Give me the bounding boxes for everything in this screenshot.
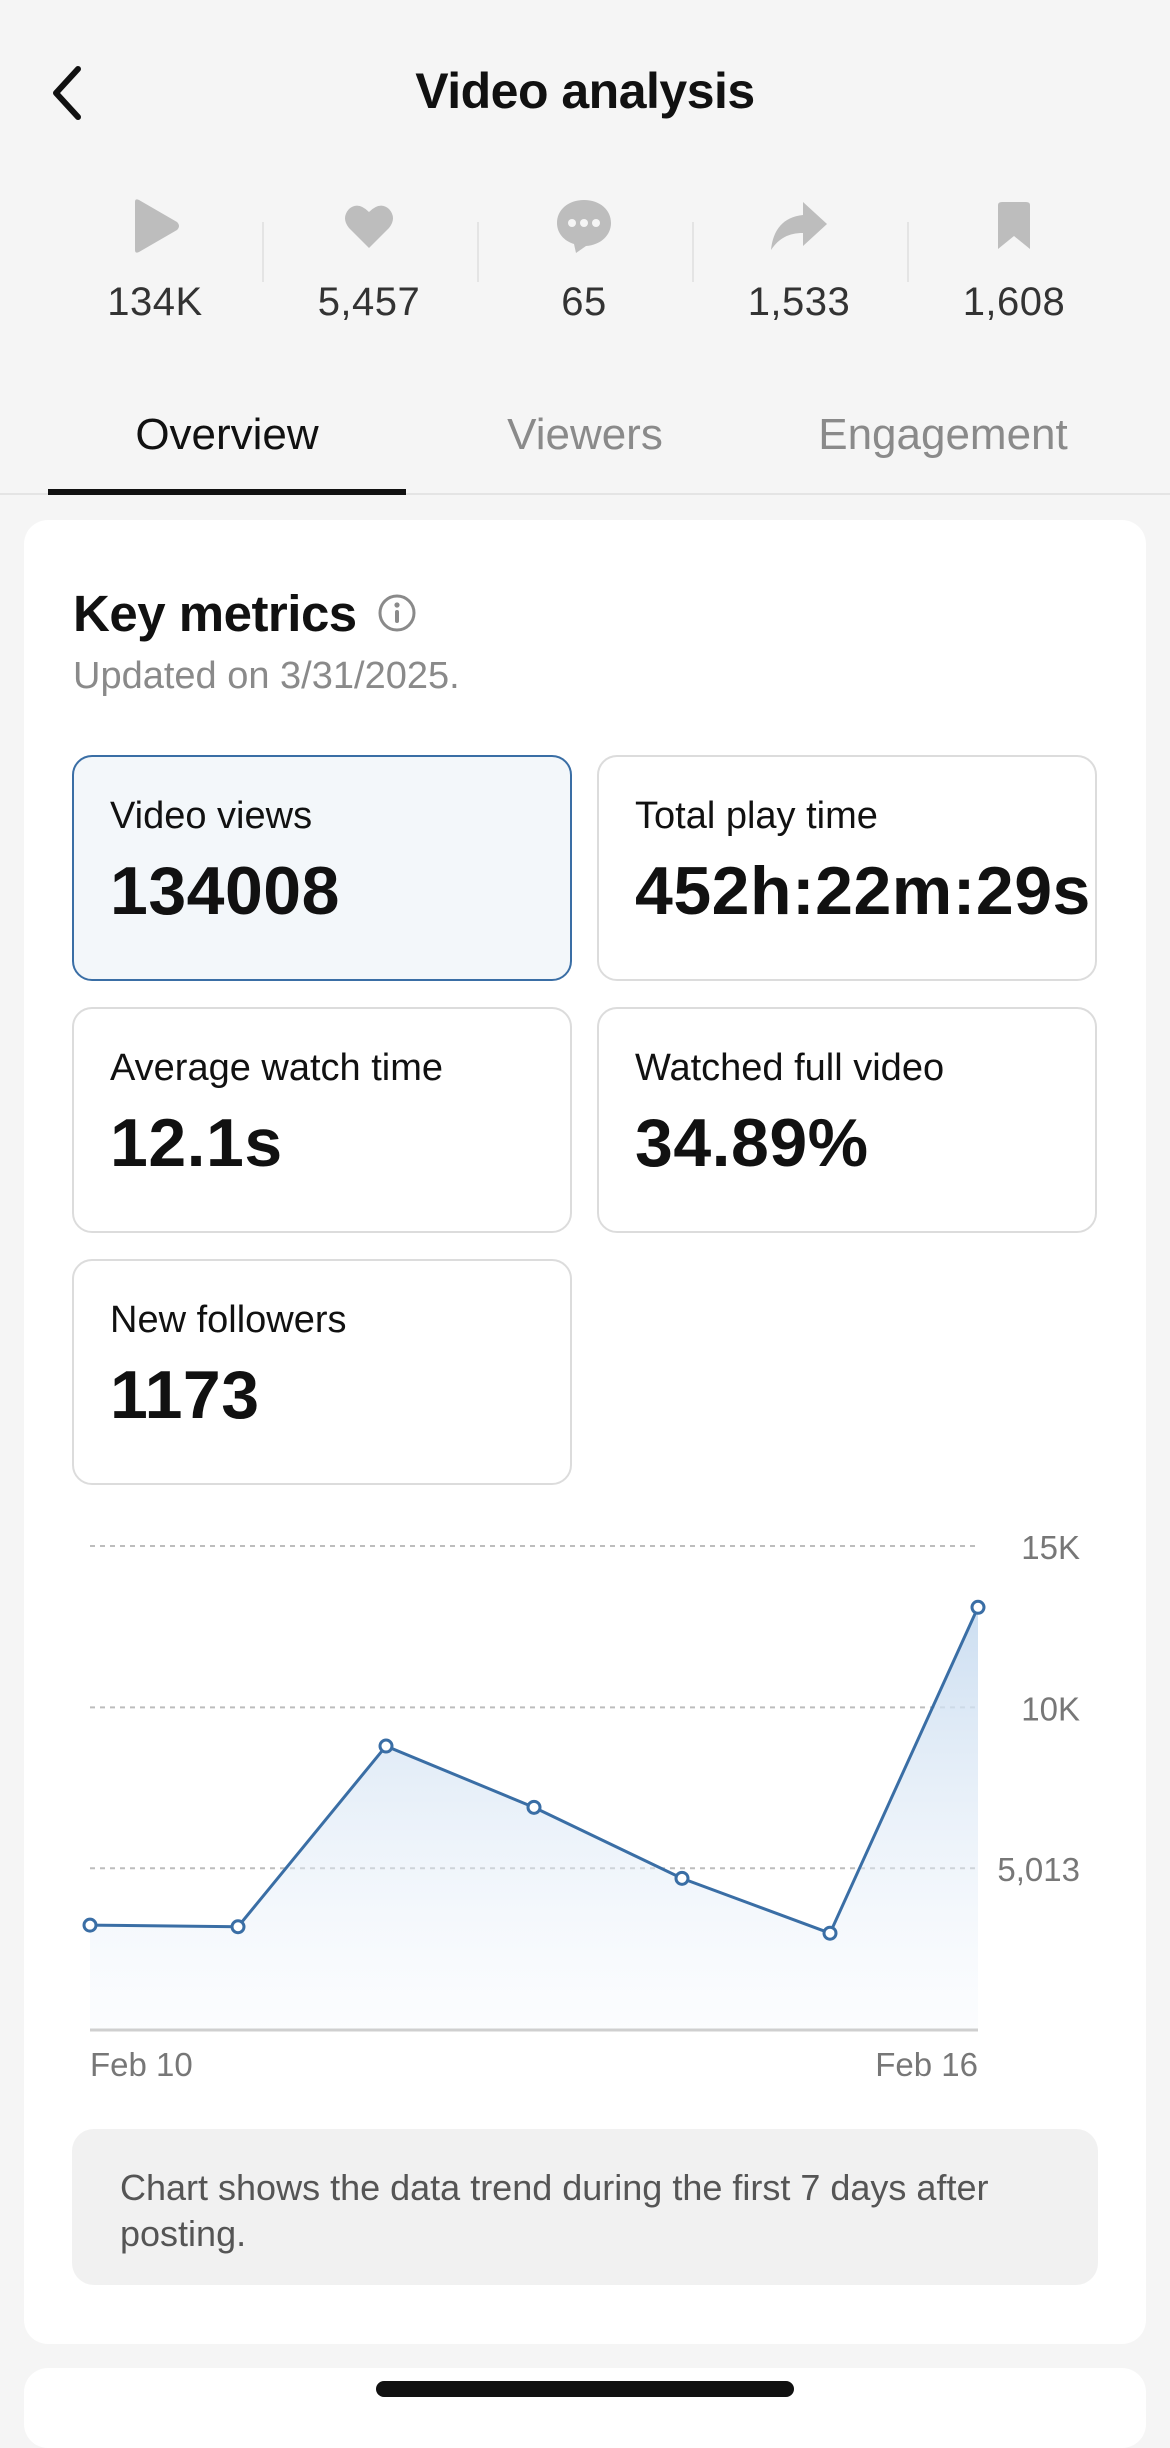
divider (262, 222, 264, 282)
bookmark-icon (998, 202, 1030, 249)
stat-plays: 134K (55, 190, 255, 350)
data-point (230, 1919, 246, 1935)
key-metrics-card: Key metrics Updated on 3/31/2025. Video … (24, 520, 1146, 2344)
divider (477, 222, 479, 282)
stat-shares: 1,533 (699, 190, 899, 350)
data-point (970, 1599, 986, 1615)
metric-card-total-play-time[interactable]: Total play time 452h:22m:29s (597, 755, 1097, 981)
data-point (674, 1870, 690, 1886)
metric-card-watched-full-video[interactable]: Watched full video 34.89% (597, 1007, 1097, 1233)
metric-card-video-views[interactable]: Video views 134008 (72, 755, 572, 981)
back-button[interactable] (36, 58, 96, 128)
active-tab-indicator (48, 489, 406, 495)
metric-label: New followers (110, 1299, 347, 1341)
section-title: Key metrics (73, 585, 357, 642)
page-title: Video analysis (415, 63, 755, 119)
y-tick-label: 5,013 (997, 1851, 1080, 1888)
updated-date: Updated on 3/31/2025. (73, 655, 460, 697)
data-point (526, 1799, 542, 1815)
y-tick-label: 10K (1021, 1690, 1080, 1727)
stats-row: 134K 5,457 65 1,533 (0, 190, 1170, 350)
x-tick-label: Feb 10 (90, 2046, 193, 2083)
tab-overview[interactable]: Overview (135, 410, 319, 459)
metric-value: 34.89% (635, 1105, 869, 1181)
home-indicator (376, 2381, 794, 2397)
stat-saves: 1,608 (914, 190, 1114, 350)
play-icon (135, 199, 179, 253)
chart-note: Chart shows the data trend during the fi… (72, 2129, 1098, 2285)
stat-value: 1,533 (747, 280, 851, 324)
tab-engagement[interactable]: Engagement (818, 410, 1068, 459)
next-card (24, 2368, 1146, 2448)
metric-value: 134008 (110, 853, 340, 929)
header: Video analysis (0, 0, 1170, 190)
tab-bar: Overview Viewers Engagement (0, 395, 1170, 495)
stat-value: 134K (107, 280, 203, 324)
trend-chart: 15K 10K 5,013 Feb 10 Feb 16 (82, 1529, 1080, 2083)
data-point (822, 1925, 838, 1941)
metric-card-average-watch-time[interactable]: Average watch time 12.1s (72, 1007, 572, 1233)
stat-value: 5,457 (317, 280, 421, 324)
metric-value: 1173 (110, 1357, 260, 1433)
info-button[interactable] (376, 592, 418, 639)
heart-icon (345, 205, 393, 248)
stat-likes: 5,457 (269, 190, 469, 350)
area-fill (90, 1607, 978, 2030)
metric-label: Average watch time (110, 1047, 444, 1089)
info-icon (378, 594, 416, 632)
divider (907, 222, 909, 282)
data-point (82, 1917, 98, 1933)
metric-card-new-followers[interactable]: New followers 1173 (72, 1259, 572, 1485)
y-tick-label: 15K (1021, 1529, 1080, 1566)
metric-label: Watched full video (635, 1047, 945, 1089)
metric-label: Video views (110, 795, 313, 837)
stat-value: 1,608 (962, 280, 1066, 324)
metric-label: Total play time (635, 795, 878, 837)
metric-value: 12.1s (110, 1105, 283, 1181)
chevron-left-icon (53, 66, 81, 120)
x-tick-label: Feb 16 (875, 2046, 978, 2083)
comment-icon (557, 200, 611, 253)
share-icon (771, 202, 827, 250)
stat-comments: 65 (484, 190, 684, 350)
stat-value: 65 (561, 280, 607, 324)
tab-viewers[interactable]: Viewers (507, 410, 663, 459)
data-point (378, 1738, 394, 1754)
metric-value: 452h:22m:29s (635, 853, 1091, 929)
divider (692, 222, 694, 282)
